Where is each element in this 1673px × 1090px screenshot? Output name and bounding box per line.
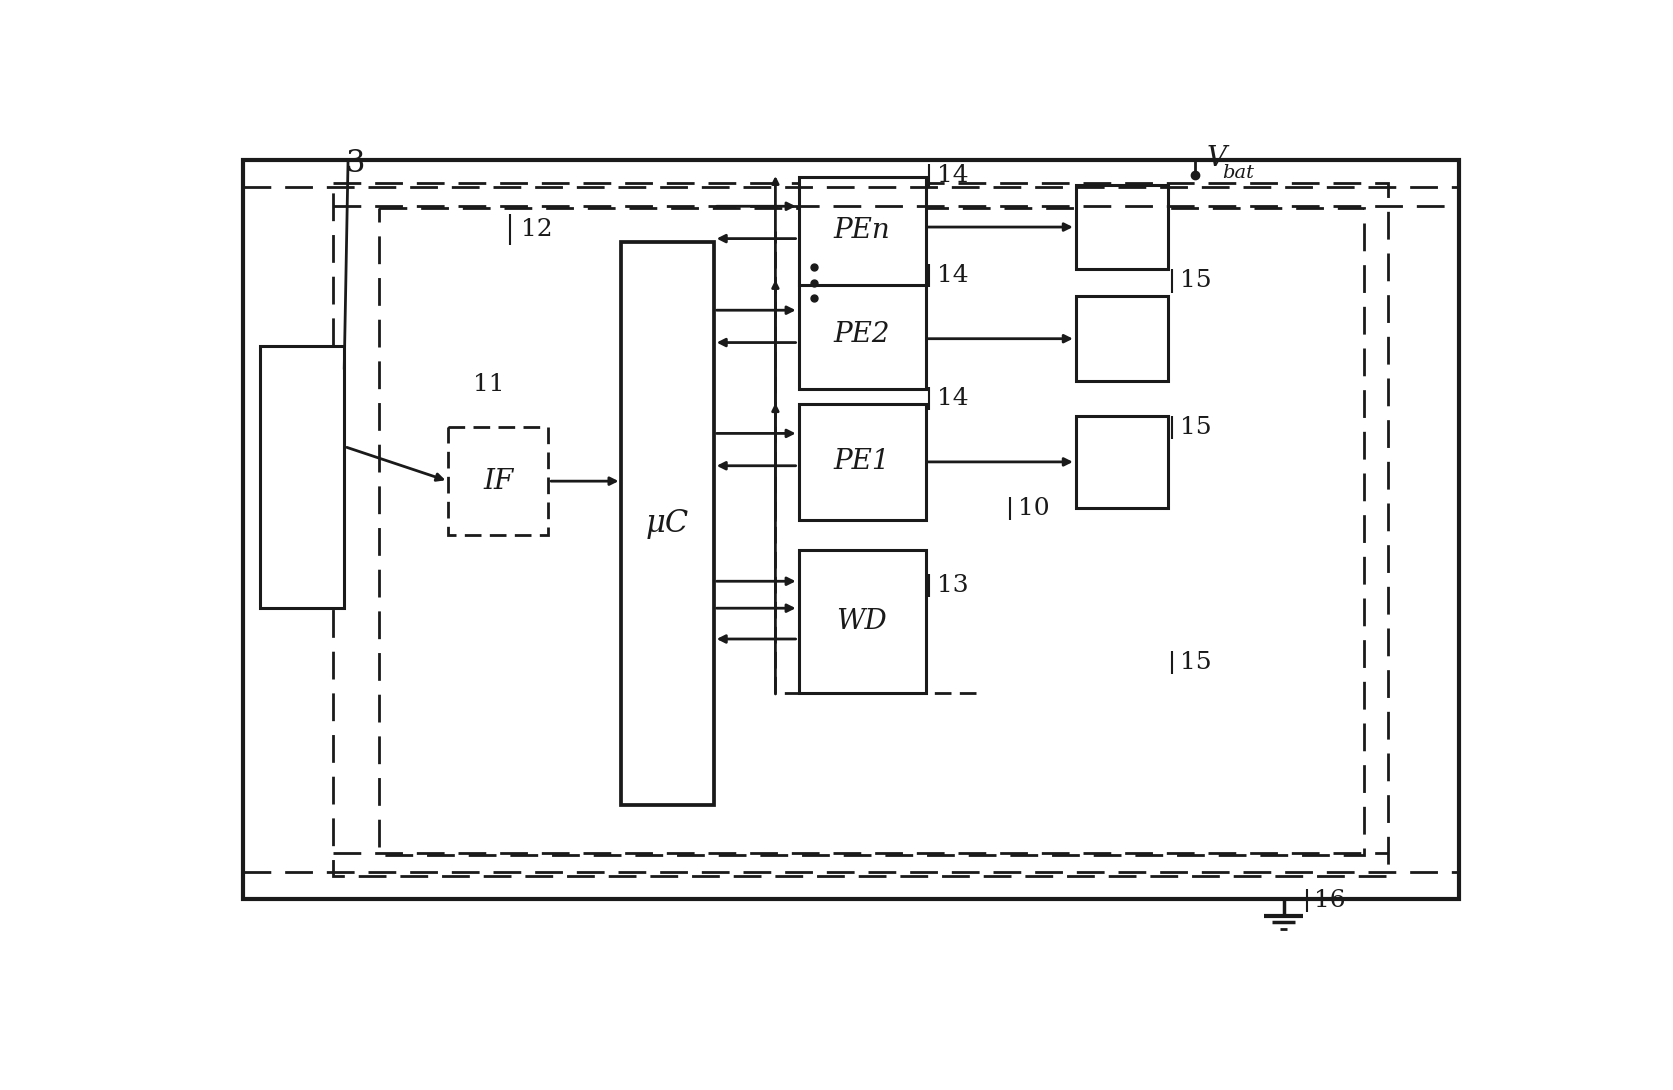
- Bar: [1076, 415, 1168, 508]
- Text: μC: μC: [646, 508, 689, 538]
- Text: 14: 14: [937, 164, 969, 187]
- Text: WD: WD: [836, 608, 887, 635]
- Text: IF: IF: [483, 468, 514, 495]
- Text: 13: 13: [937, 573, 969, 596]
- Text: PEn: PEn: [833, 217, 890, 244]
- Text: 15: 15: [1179, 651, 1211, 674]
- Text: 12: 12: [522, 218, 554, 241]
- Bar: [333, 183, 1387, 876]
- Text: 15: 15: [1179, 415, 1211, 439]
- Text: 15: 15: [1179, 269, 1211, 292]
- Bar: [798, 404, 925, 520]
- Bar: [798, 177, 925, 284]
- Text: PE2: PE2: [833, 322, 890, 349]
- Bar: [798, 550, 925, 693]
- Text: bat: bat: [1221, 164, 1255, 182]
- Text: 14: 14: [937, 264, 969, 287]
- Bar: [1076, 184, 1168, 269]
- Text: V: V: [1206, 145, 1226, 171]
- Bar: [243, 160, 1459, 899]
- Text: 3: 3: [346, 147, 365, 179]
- Text: 14: 14: [937, 387, 969, 410]
- Bar: [448, 427, 549, 535]
- Text: 16: 16: [1315, 889, 1347, 912]
- Bar: [798, 281, 925, 389]
- Bar: [1076, 296, 1168, 382]
- Bar: [621, 242, 714, 804]
- Bar: [378, 208, 1365, 855]
- Text: 10: 10: [1017, 497, 1049, 520]
- Text: PE1: PE1: [833, 448, 890, 475]
- Text: 11: 11: [473, 374, 505, 397]
- Bar: [259, 347, 345, 608]
